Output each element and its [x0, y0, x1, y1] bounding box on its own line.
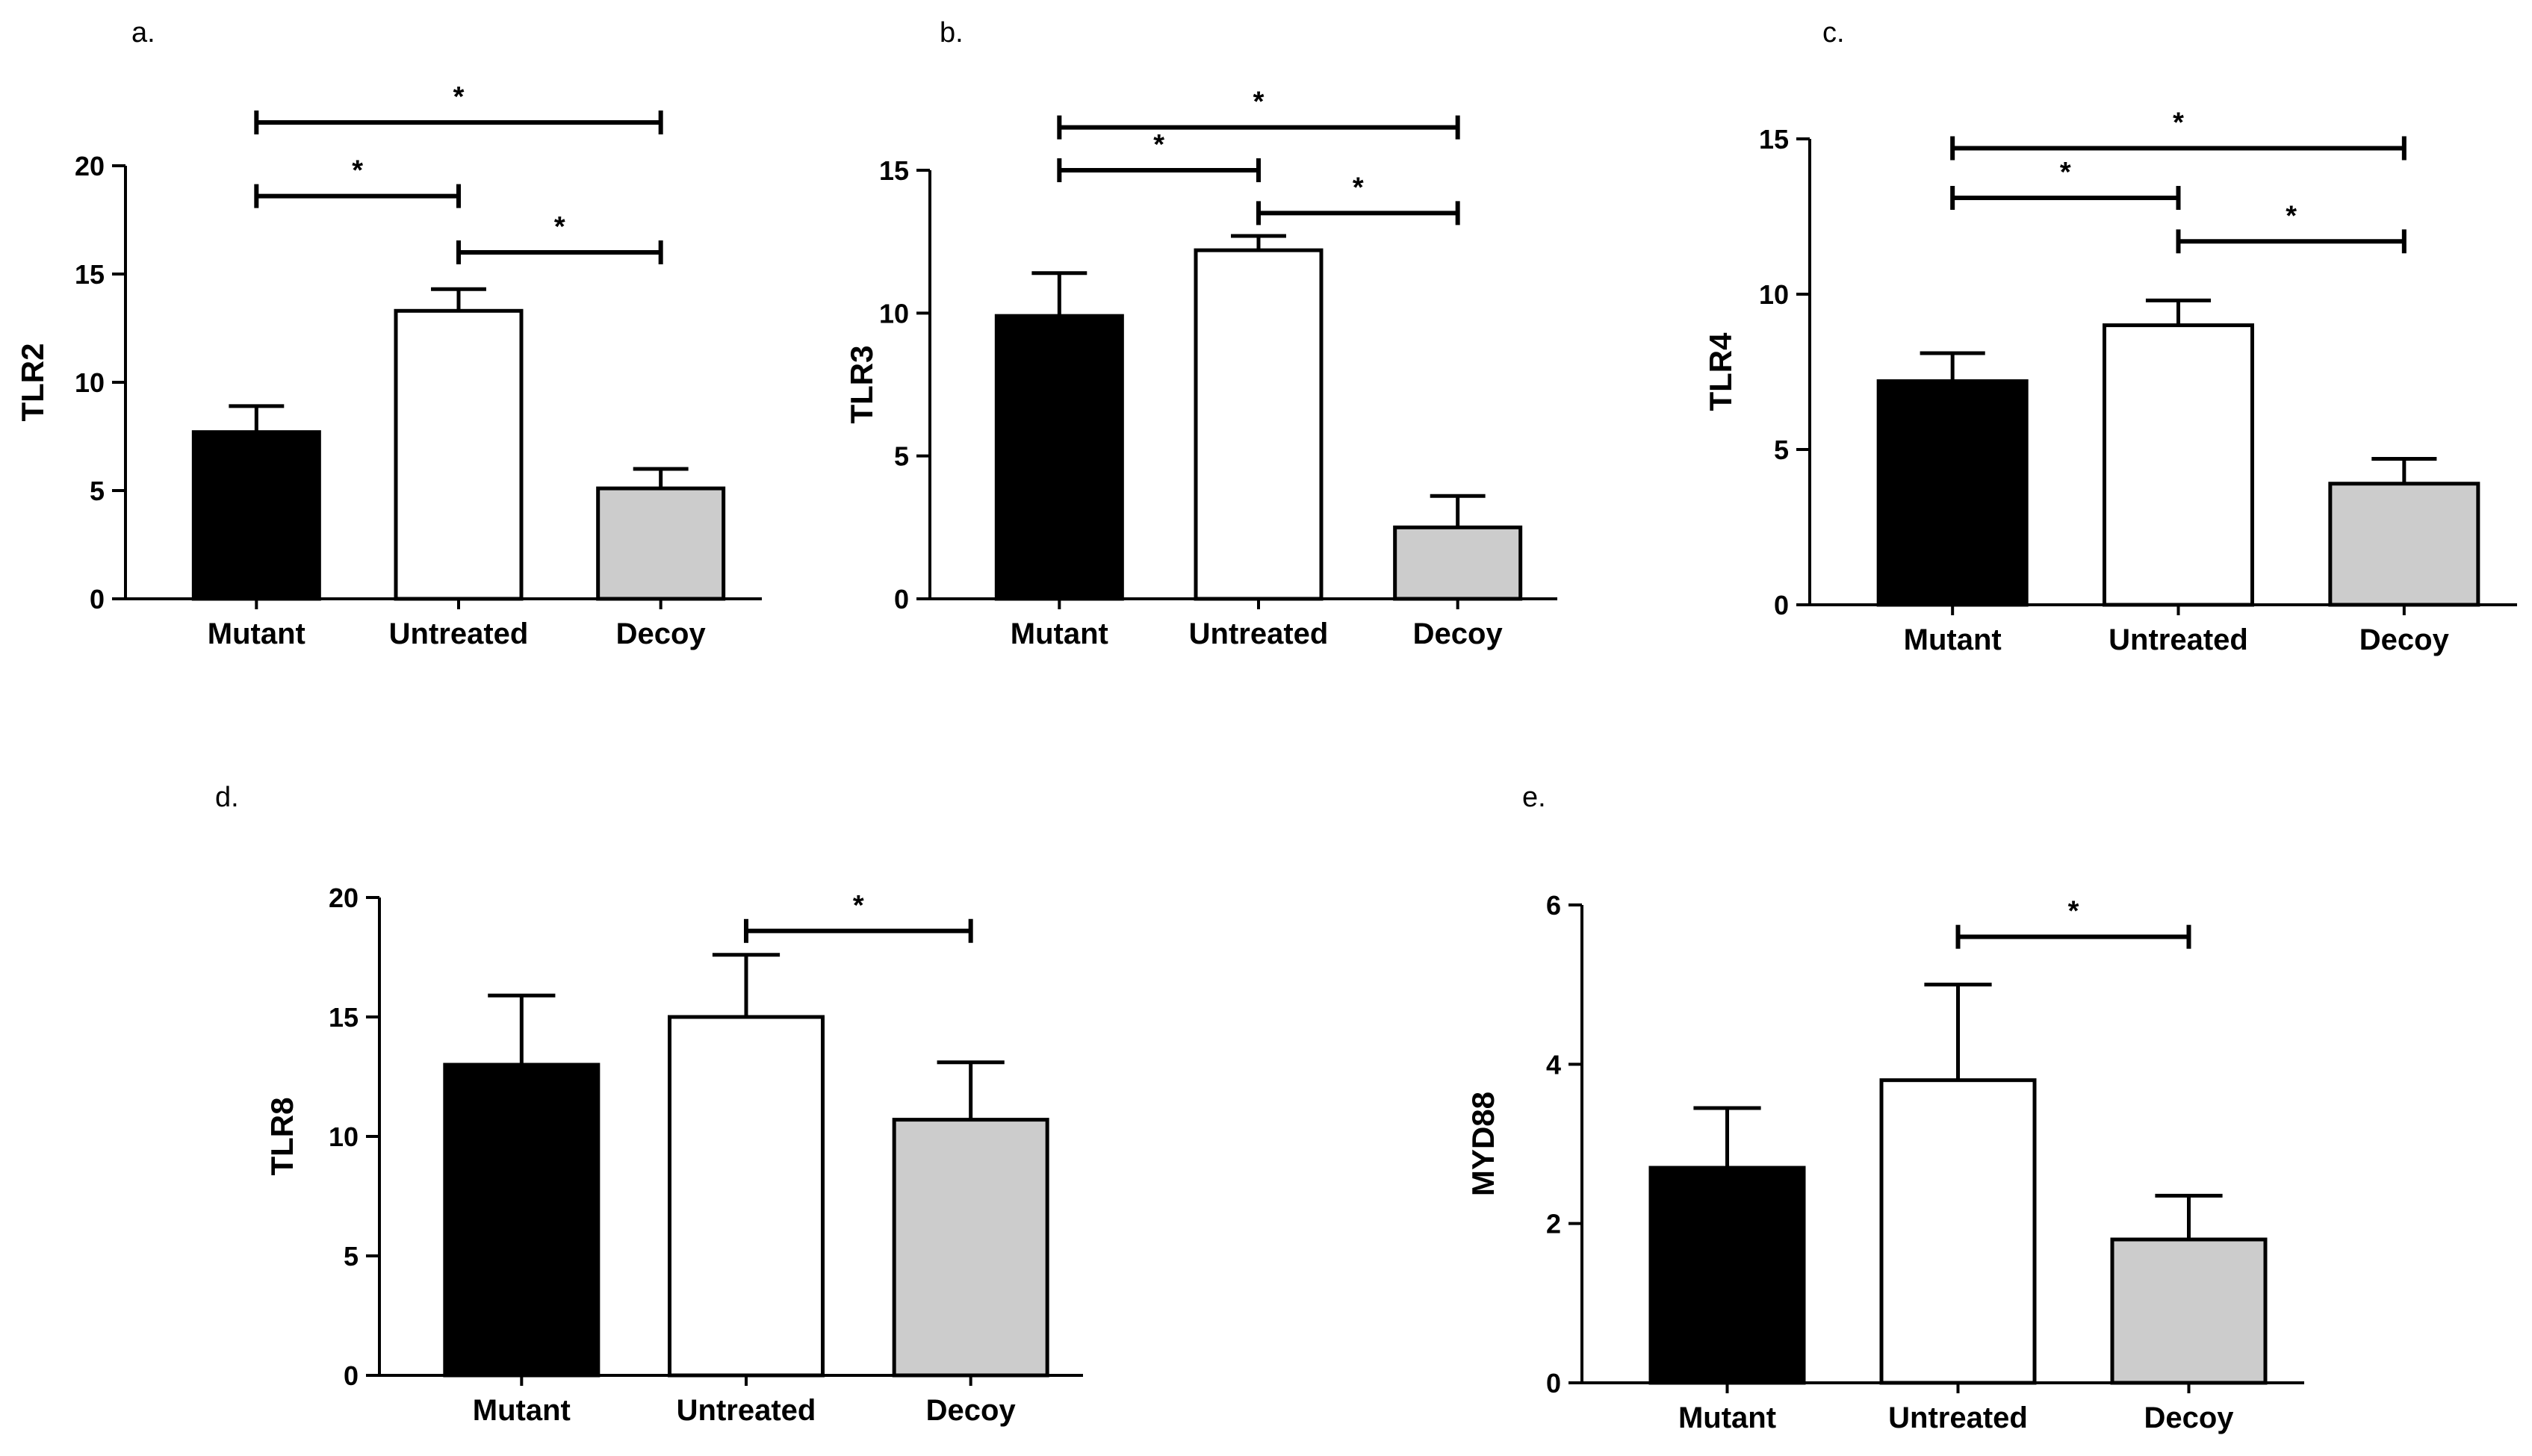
bar-mutant — [191, 430, 321, 601]
panel-label: c. — [1822, 17, 1845, 49]
y-tick-label: 20 — [329, 883, 359, 913]
bar-mutant — [1648, 1166, 1806, 1385]
y-tick-label: 0 — [894, 584, 909, 615]
significance-star: * — [1153, 129, 1164, 161]
y-tick-label: 5 — [90, 476, 105, 506]
significance-star: * — [1353, 172, 1364, 203]
x-tick-label-decoy: Decoy — [1413, 617, 1504, 650]
significance-star: * — [853, 890, 864, 921]
x-tick-label-mutant: Mutant — [473, 1394, 571, 1427]
x-tick-label-decoy: Decoy — [2144, 1401, 2234, 1434]
bar-decoy — [892, 1118, 1049, 1378]
y-tick-label: 0 — [90, 584, 105, 615]
panel-label: a. — [131, 17, 155, 49]
bar-decoy — [2328, 482, 2480, 607]
y-tick-label: 5 — [894, 441, 909, 472]
significance-star: * — [2060, 157, 2071, 188]
significance-star: * — [2286, 200, 2297, 231]
x-tick-label-untreated: Untreated — [1888, 1401, 2028, 1434]
y-tick-label: 0 — [1546, 1368, 1561, 1399]
chart-panel-d: d. TLR8 0 5 10 15 20 Mutant Untreated Decoy * — [215, 782, 1083, 1427]
x-tick-label-mutant: Mutant — [208, 617, 305, 650]
significance-star: * — [453, 81, 465, 113]
y-tick-label: 10 — [1759, 279, 1789, 310]
y-tick-label: 15 — [329, 1002, 359, 1033]
y-tick-label: 10 — [879, 298, 909, 329]
panel-label: d. — [215, 782, 239, 813]
x-tick-label-decoy: Decoy — [926, 1394, 1017, 1427]
significance-star: * — [1253, 87, 1265, 118]
bar-untreated — [394, 308, 524, 601]
y-tick-label: 0 — [1774, 590, 1789, 620]
x-tick-label-mutant: Mutant — [1678, 1401, 1776, 1434]
significance-star: * — [2173, 107, 2184, 138]
y-tick-label: 15 — [75, 259, 105, 290]
significance-star: * — [554, 211, 565, 243]
y-tick-label: 4 — [1546, 1049, 1561, 1080]
y-tick-label: 20 — [75, 151, 105, 181]
y-tick-label: 5 — [344, 1241, 359, 1272]
bar-decoy — [596, 486, 726, 601]
x-tick-label-untreated: Untreated — [677, 1394, 816, 1427]
y-tick-label: 15 — [879, 155, 909, 186]
chart-panel-a: a. TLR2 0 5 10 15 20 Mutant Untreated Decoy * * * — [15, 17, 762, 650]
significance-star: * — [352, 155, 363, 187]
y-tick-label: 5 — [1774, 435, 1789, 465]
chart-panel-b: b. TLR3 0 5 10 15 Mutant Untreated Decoy * * * — [844, 17, 1557, 650]
x-tick-label-untreated: Untreated — [1189, 617, 1329, 650]
x-tick-label-mutant: Mutant — [1011, 617, 1108, 650]
y-axis-title: TLR3 — [844, 346, 879, 424]
bar-untreated — [2103, 323, 2254, 607]
y-tick-label: 10 — [75, 367, 105, 398]
significance-star: * — [2068, 896, 2079, 927]
y-axis-title: TLR2 — [15, 343, 50, 422]
x-tick-label-decoy: Decoy — [2359, 623, 2450, 656]
y-axis-title: TLR8 — [264, 1098, 300, 1176]
bar-untreated — [668, 1015, 825, 1378]
bar-untreated — [1879, 1078, 2037, 1385]
bar-mutant — [443, 1063, 601, 1378]
bar-mutant — [994, 314, 1124, 601]
y-axis-title: MYD88 — [1465, 1092, 1501, 1196]
y-tick-label: 6 — [1546, 890, 1561, 921]
y-tick-label: 2 — [1546, 1209, 1561, 1239]
bar-mutant — [1876, 379, 2029, 607]
panel-label: b. — [940, 17, 964, 49]
x-tick-label-untreated: Untreated — [2109, 623, 2248, 656]
y-axis-title: TLR4 — [1703, 332, 1738, 411]
chart-panel-e: e. MYD88 0 2 4 6 Mutant Untreated Decoy * — [1465, 782, 2304, 1434]
y-tick-label: 15 — [1759, 124, 1789, 155]
x-tick-label-decoy: Decoy — [616, 617, 707, 650]
bar-decoy — [2110, 1237, 2268, 1385]
bar-untreated — [1194, 248, 1324, 601]
x-tick-label-mutant: Mutant — [1904, 623, 2002, 656]
y-tick-label: 0 — [344, 1360, 359, 1391]
y-tick-label: 10 — [329, 1121, 359, 1152]
x-tick-label-untreated: Untreated — [389, 617, 529, 650]
panel-label: e. — [1522, 782, 1546, 813]
chart-panel-c: c. TLR4 0 5 10 15 Mutant Untreated Decoy * * * — [1703, 17, 2517, 656]
bar-decoy — [1393, 525, 1523, 601]
